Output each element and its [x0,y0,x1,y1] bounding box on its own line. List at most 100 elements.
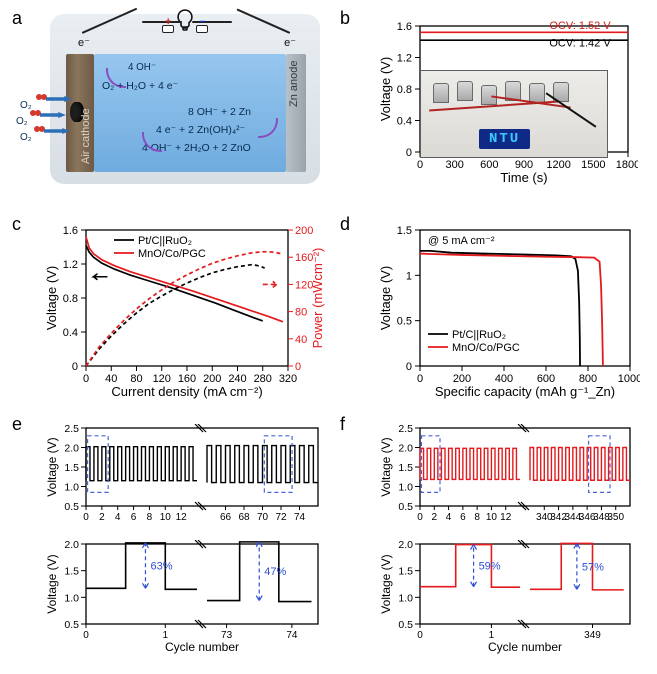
reaction-text: 4 e⁻ + 2 Zn(OH)₄²⁻ [156,124,245,136]
reaction-text: O₂ + H₂O + 4 e⁻ [102,80,178,92]
o2-icon [36,94,46,100]
wire [82,8,137,34]
wire [546,92,597,127]
svg-text:MnO/Co/PGC: MnO/Co/PGC [452,342,520,354]
svg-text:2.0: 2.0 [398,443,413,455]
svg-text:1200: 1200 [546,159,570,171]
svg-text:320: 320 [279,373,297,385]
svg-text:Voltage (V): Voltage (V) [44,266,59,330]
svg-text:0.5: 0.5 [64,501,79,513]
svg-text:1.5: 1.5 [398,462,413,474]
svg-text:1500: 1500 [581,159,605,171]
o2-icon [34,126,44,132]
svg-text:1000: 1000 [618,373,640,385]
svg-text:1.5: 1.5 [64,566,79,578]
panel-e-top-chart: 0.51.01.52.02.50246810126668707274Voltag… [44,424,328,528]
svg-text:OCV: 1.52 V: OCV: 1.52 V [549,20,611,32]
figure-root: a b c d e f + − e⁻ e⁻ Air cathode Zn ano… [0,0,657,674]
svg-text:1.5: 1.5 [64,462,79,474]
svg-text:68: 68 [238,512,250,523]
svg-text:10: 10 [160,512,172,523]
electron-label: e⁻ [284,36,296,49]
svg-text:0.8: 0.8 [63,293,78,305]
svg-text:6: 6 [131,512,137,523]
svg-text:1.0: 1.0 [398,592,413,604]
clip-icon [529,83,545,103]
svg-text:0.4: 0.4 [63,327,78,339]
svg-text:0: 0 [406,147,412,159]
panel-label-f: f [340,414,345,435]
svg-text:2.5: 2.5 [64,424,79,435]
svg-text:0: 0 [295,361,301,373]
svg-text:0.5: 0.5 [398,619,413,631]
svg-text:Current density (mA cm⁻²): Current density (mA cm⁻²) [111,384,262,399]
o2-label: O₂ [16,116,28,127]
air-cathode-label: Air cathode [80,108,92,164]
svg-text:40: 40 [295,334,307,346]
o2-label: O₂ [20,132,32,143]
svg-text:1.6: 1.6 [397,21,412,33]
terminal-plus: + [162,25,174,33]
svg-text:0: 0 [83,630,89,641]
svg-text:350: 350 [607,512,624,523]
svg-text:Voltage (V): Voltage (V) [45,554,59,613]
svg-text:12: 12 [176,512,188,523]
svg-text:2.0: 2.0 [64,540,79,551]
svg-text:Time (s): Time (s) [500,170,547,185]
svg-text:12: 12 [500,512,512,523]
svg-text:66: 66 [220,512,232,523]
svg-text:4: 4 [446,512,452,523]
svg-text:2.0: 2.0 [398,540,413,551]
svg-text:200: 200 [295,225,313,237]
svg-text:1.2: 1.2 [397,53,412,65]
svg-text:4: 4 [115,512,121,523]
panel-f-bottom-chart: 0.51.01.52.001349Voltage (V)Cycle number… [378,540,640,654]
svg-text:2: 2 [432,512,438,523]
svg-text:8: 8 [474,512,480,523]
zn-anode: Zn anode [286,54,306,172]
svg-text:0.4: 0.4 [397,116,412,128]
svg-text:0: 0 [417,373,423,385]
electron-label: e⁻ [78,36,90,49]
svg-text:63%: 63% [150,561,172,573]
svg-text:0: 0 [83,373,89,385]
panel-d-chart: 0200400600800100000.511.5Specific capaci… [378,224,640,400]
panel-a-schematic: + − e⁻ e⁻ Air cathode Zn anode O₂ O₂ O₂ … [50,14,320,184]
svg-text:Voltage (V): Voltage (V) [378,266,393,330]
reaction-text: 4 OH⁻ [128,62,156,73]
lightbulb-icon [173,8,197,32]
svg-text:57%: 57% [582,561,604,573]
svg-text:1.0: 1.0 [64,592,79,604]
svg-text:Voltage (V): Voltage (V) [45,437,59,496]
clip-icon [433,83,449,103]
svg-text:1800: 1800 [616,159,638,171]
photo-inset: NTU [420,70,608,158]
svg-text:80: 80 [295,307,307,319]
clip-icon [457,81,473,101]
svg-text:Power (mWcm⁻²): Power (mWcm⁻²) [310,248,325,349]
svg-text:Pt/C||RuO₂: Pt/C||RuO₂ [138,235,192,247]
svg-text:0.5: 0.5 [397,316,412,328]
panel-e-bottom-chart: 0.51.01.52.0017374Voltage (V)Cycle numbe… [44,540,328,654]
o2-label: O₂ [20,100,32,111]
svg-text:Pt/C||RuO₂: Pt/C||RuO₂ [452,329,506,341]
svg-text:72: 72 [275,512,287,523]
svg-text:600: 600 [480,159,498,171]
panel-f-top-chart: 0.51.01.52.02.50246810123403423443463483… [378,424,640,528]
panel-label-c: c [12,214,21,235]
svg-text:0: 0 [417,630,423,641]
svg-text:MnO/Co/PGC: MnO/Co/PGC [138,248,206,260]
svg-text:0.8: 0.8 [397,84,412,96]
svg-text:0: 0 [417,159,423,171]
wire [142,21,182,23]
svg-text:74: 74 [286,630,298,641]
wire [237,8,291,33]
svg-text:8: 8 [147,512,153,523]
reaction-text: 8 OH⁻ + 2 Zn [188,106,251,118]
panel-label-b: b [340,8,350,29]
o2-arrow-icon [40,112,66,118]
svg-text:Cycle number: Cycle number [488,640,562,654]
svg-text:1.0: 1.0 [64,482,79,494]
svg-text:74: 74 [294,512,306,523]
svg-text:1.0: 1.0 [398,482,413,494]
